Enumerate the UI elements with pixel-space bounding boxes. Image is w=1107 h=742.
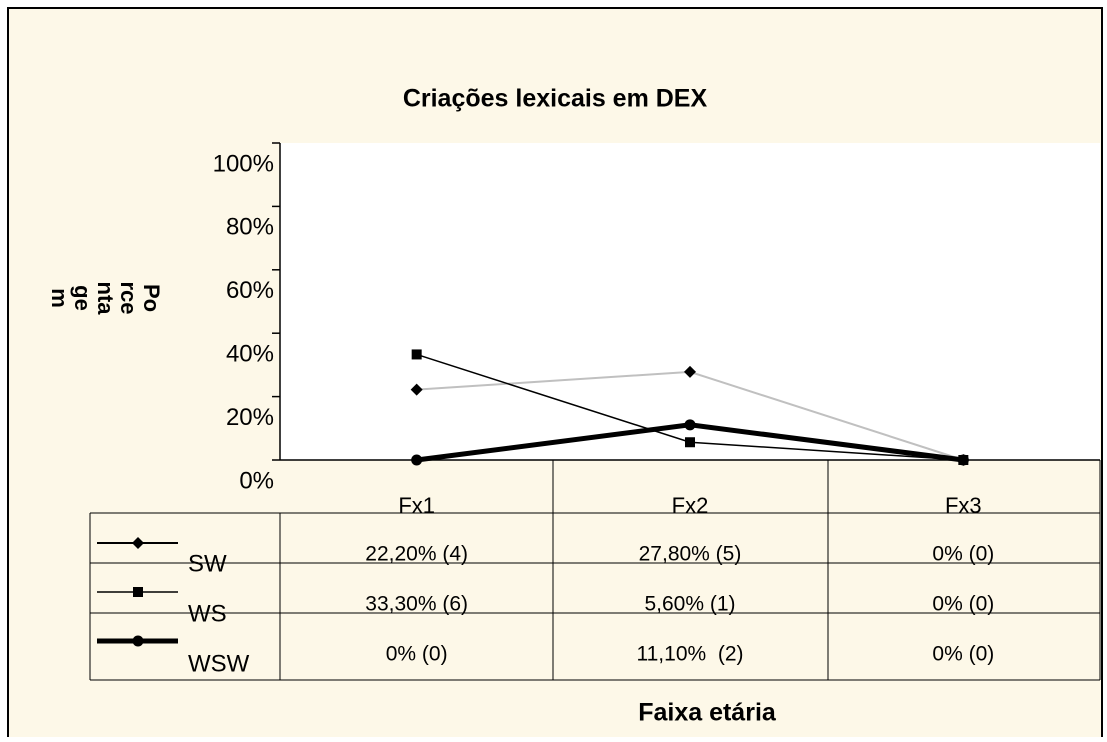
table-cell: 5,60% (1) bbox=[644, 593, 735, 616]
legend-label: SW bbox=[188, 550, 227, 577]
x-tick-label: Fx2 bbox=[672, 493, 709, 518]
y-tick-label: 60% bbox=[226, 277, 274, 304]
table-cell: 0% (0) bbox=[386, 643, 448, 666]
legend-marker bbox=[133, 587, 143, 597]
y-axis-label: nta bbox=[93, 282, 118, 316]
x-tick-label: Fx3 bbox=[945, 493, 982, 518]
y-tick-label: 0% bbox=[239, 467, 274, 494]
y-tick-label: 20% bbox=[226, 404, 274, 431]
data-point bbox=[410, 383, 423, 396]
y-axis-label: rce bbox=[116, 281, 141, 314]
table-cell: 0% (0) bbox=[932, 643, 994, 666]
data-point bbox=[411, 349, 422, 360]
table-cell: 22,20% (4) bbox=[365, 543, 468, 566]
legend-marker bbox=[132, 537, 144, 549]
table-cell: 0% (0) bbox=[932, 593, 994, 616]
table-cell: 33,30% (6) bbox=[365, 593, 468, 616]
data-point bbox=[685, 437, 695, 448]
data-point bbox=[684, 419, 696, 431]
data-point bbox=[684, 365, 696, 378]
table-cell: 27,80% (5) bbox=[639, 543, 742, 566]
legend-label: WS bbox=[188, 600, 227, 627]
legend-marker bbox=[132, 635, 144, 647]
y-tick-label: 40% bbox=[226, 341, 274, 368]
table-cell: 0% (0) bbox=[932, 543, 994, 566]
plot-area bbox=[280, 143, 1100, 460]
x-axis-label: Faixa etária bbox=[638, 699, 777, 727]
table-grid bbox=[89, 460, 1101, 681]
table-cell: 11,10% (2) bbox=[637, 643, 744, 666]
data-point bbox=[411, 454, 423, 466]
y-axis-label: Po bbox=[139, 284, 164, 312]
legend-label: WSW bbox=[188, 650, 250, 677]
x-tick-label: Fx1 bbox=[398, 493, 435, 518]
y-axis-label: m bbox=[47, 288, 72, 308]
y-tick-label: 100% bbox=[213, 150, 274, 177]
y-axis-label: ge bbox=[70, 285, 95, 311]
data-point bbox=[957, 454, 969, 466]
y-tick-label: 80% bbox=[226, 214, 274, 241]
chart-title: Criações lexicais em DEX bbox=[403, 85, 708, 113]
